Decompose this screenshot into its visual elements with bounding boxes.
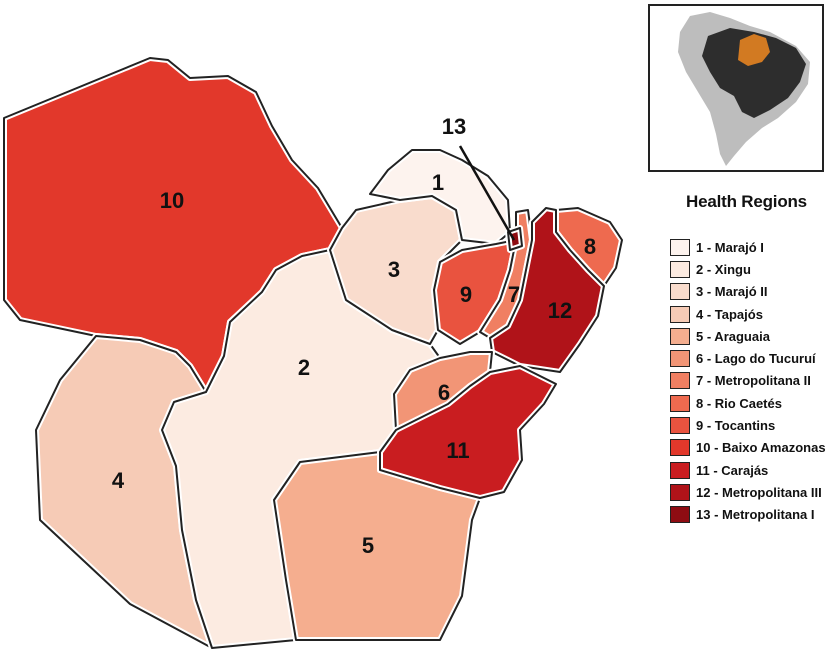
legend-label: 8 - Rio Caetés [696, 395, 782, 411]
legend-item: 11 - Carajás [670, 459, 826, 481]
region-label-9: 9 [460, 282, 472, 307]
region-label-11: 11 [446, 438, 469, 463]
legend-swatch [670, 283, 690, 301]
legend: 1 - Marajó I 2 - Xingu 3 - Marajó II 4 - Ta… [670, 236, 826, 526]
legend-swatch [670, 238, 690, 256]
legend-item: 12 - Metropolitana III [670, 481, 826, 503]
legend-swatch [670, 461, 690, 479]
legend-label: 12 - Metropolitana III [696, 484, 822, 500]
region-label-1: 1 [432, 170, 444, 195]
region-label-7: 7 [508, 282, 520, 307]
legend-item: 3 - Marajó II [670, 281, 826, 303]
legend-swatch [670, 439, 690, 457]
legend-item: 8 - Rio Caetés [670, 392, 826, 414]
region-label-13: 13 [442, 114, 466, 139]
region-12 [487, 205, 607, 375]
legend-label: 1 - Marajó I [696, 239, 764, 255]
region-label-5: 5 [362, 533, 374, 558]
region-label-4: 4 [112, 468, 125, 493]
legend-item: 2 - Xingu [670, 258, 826, 280]
inset-locator-map [648, 4, 824, 172]
legend-label: 3 - Marajó II [696, 284, 768, 300]
legend-swatch [670, 506, 690, 524]
legend-label: 5 - Araguaia [696, 328, 770, 344]
region-label-3: 3 [388, 257, 400, 282]
region-label-10: 10 [160, 188, 184, 213]
legend-swatch [670, 350, 690, 368]
para-health-regions-map: 1 2 3 4 5 6 7 8 9 10 11 12 13 [1, 55, 625, 651]
legend-item: 10 - Baixo Amazonas [670, 437, 826, 459]
legend-item: 6 - Lago do Tucuruí [670, 347, 826, 369]
legend-item: 5 - Araguaia [670, 325, 826, 347]
legend-swatch [670, 394, 690, 412]
region-label-8: 8 [584, 234, 596, 259]
legend-label: 6 - Lago do Tucuruí [696, 351, 816, 367]
region-label-6: 6 [438, 380, 450, 405]
legend-item: 7 - Metropolitana II [670, 370, 826, 392]
region-label-12: 12 [548, 298, 572, 323]
legend-swatch [670, 372, 690, 390]
legend-swatch [670, 483, 690, 501]
brazil-shape [702, 28, 806, 118]
legend-item: 13 - Metropolitana I [670, 504, 826, 526]
legend-swatch [670, 260, 690, 278]
legend-label: 9 - Tocantins [696, 418, 776, 434]
legend-label: 10 - Baixo Amazonas [696, 440, 826, 456]
legend-label: 13 - Metropolitana I [696, 507, 815, 523]
legend-title: Health Regions [686, 192, 807, 211]
legend-item: 9 - Tocantins [670, 414, 826, 436]
legend-label: 4 - Tapajós [696, 306, 763, 322]
region-label-2: 2 [298, 355, 310, 380]
region-11 [377, 363, 559, 501]
legend-swatch [670, 417, 690, 435]
para-highlight-shape [738, 34, 770, 66]
legend-label: 11 - Carajás [696, 462, 769, 478]
legend-label: 7 - Metropolitana II [696, 373, 811, 389]
region-13-leader-line [458, 145, 516, 241]
legend-swatch [670, 327, 690, 345]
legend-swatch [670, 305, 690, 323]
legend-item: 1 - Marajó I [670, 236, 826, 258]
legend-item: 4 - Tapajós [670, 303, 826, 325]
legend-label: 2 - Xingu [696, 261, 751, 277]
